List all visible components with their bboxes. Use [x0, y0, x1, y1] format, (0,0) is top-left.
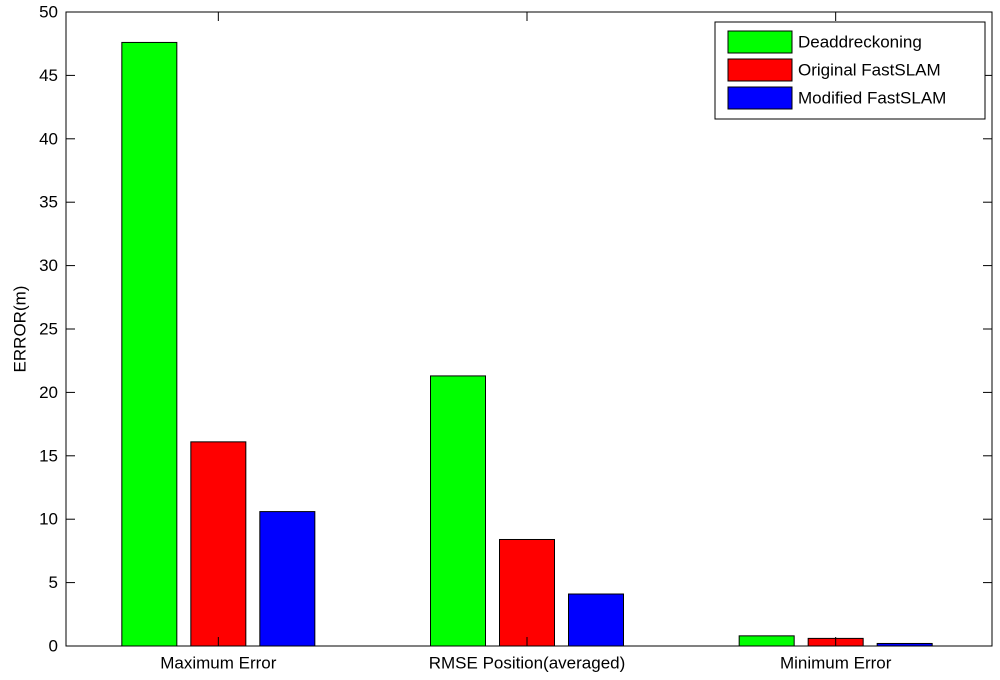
y-axis-title: ERROR(m) [11, 286, 30, 373]
y-tick-label: 40 [39, 129, 58, 148]
bar-modified-fastslam-2 [568, 593, 624, 647]
bar-deaddreckoning-2 [430, 375, 486, 647]
bar-deaddreckoning-1 [121, 41, 178, 647]
y-axis-ticks: 0 5 10 15 20 25 30 35 40 45 50 [39, 3, 992, 656]
x-category-label: RMSE Position(averaged) [429, 654, 626, 673]
y-tick-label: 50 [39, 3, 58, 22]
bar-modified-fastslam-1 [259, 511, 316, 647]
legend-swatch [727, 86, 793, 110]
y-tick-label: 20 [39, 383, 58, 402]
bar-modified-fastslam-3 [876, 642, 933, 647]
x-category-label: Maximum Error [160, 654, 277, 673]
legend-label: Modified FastSLAM [798, 89, 946, 108]
bar-deaddreckoning-3 [738, 635, 795, 647]
y-tick-label: 5 [49, 573, 58, 592]
legend-label: Deaddreckoning [798, 33, 922, 52]
bar-original-fastslam-2 [499, 538, 555, 647]
legend: Deaddreckoning Original FastSLAM Modified … [714, 21, 986, 120]
y-tick-label: 25 [39, 320, 58, 339]
y-tick-label: 35 [39, 193, 58, 212]
bar-original-fastslam-1 [190, 441, 247, 647]
y-tick-label: 10 [39, 510, 58, 529]
legend-swatch [727, 58, 793, 82]
y-tick-label: 0 [49, 637, 58, 656]
y-tick-label: 45 [39, 66, 58, 85]
x-category-label: Minimum Error [780, 654, 892, 673]
legend-label: Original FastSLAM [798, 61, 941, 80]
x-axis-ticks: Maximum Error RMSE Position(averaged) Mini… [160, 12, 892, 673]
y-tick-label: 30 [39, 256, 58, 275]
bars-group [121, 41, 933, 647]
legend-swatch [727, 30, 793, 54]
y-tick-label: 15 [39, 446, 58, 465]
